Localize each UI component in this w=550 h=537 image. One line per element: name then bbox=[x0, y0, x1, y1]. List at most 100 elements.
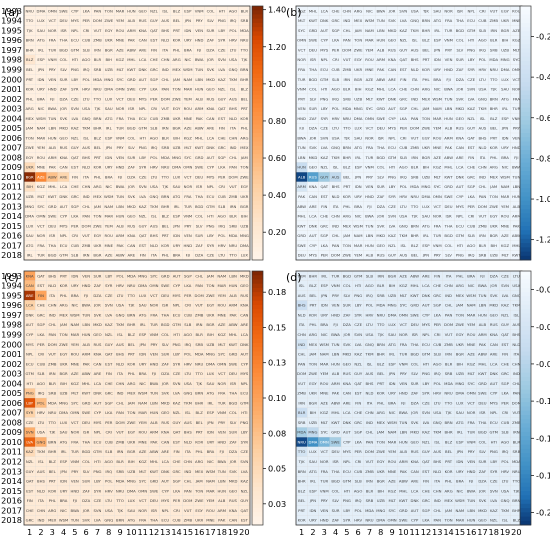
cell-label: DZA bbox=[206, 47, 215, 52]
cell-label: ECU bbox=[207, 194, 215, 199]
colorbar-segment bbox=[520, 133, 531, 138]
cell-label: GUY bbox=[105, 342, 114, 347]
cell-label: GTM bbox=[206, 204, 214, 209]
cell-label: NAM bbox=[138, 400, 147, 405]
cell-label: PAN bbox=[195, 283, 203, 288]
cell-label: ARG bbox=[127, 381, 135, 386]
cell-label: VNM bbox=[48, 57, 57, 62]
cell-label: MLT bbox=[139, 469, 147, 474]
cell-label: CRI bbox=[106, 430, 112, 435]
colorbar-segment bbox=[252, 158, 263, 164]
cell-label: ZMB bbox=[93, 38, 102, 43]
cell-label: POL bbox=[434, 381, 442, 386]
cell-label: ARG bbox=[444, 488, 452, 493]
cell-label: ISL bbox=[151, 214, 158, 219]
cell-label: JAM bbox=[489, 184, 497, 189]
col-tick-label: 7 bbox=[367, 527, 372, 537]
cell-label: MHL bbox=[444, 165, 453, 170]
cell-label: GEO bbox=[206, 87, 214, 92]
cell-label: BIH bbox=[241, 214, 248, 219]
cell-label: MAR bbox=[354, 243, 363, 248]
cell-label: EGY bbox=[354, 57, 362, 62]
cell-label: MKD bbox=[59, 126, 68, 131]
cell-label: SRB bbox=[116, 469, 124, 474]
cell-label: LKA bbox=[37, 332, 45, 337]
cell-label: SAU bbox=[139, 303, 147, 308]
cell-label: QAT bbox=[105, 352, 113, 357]
cell-label: ISR bbox=[128, 106, 135, 111]
cell-label: TUN bbox=[364, 223, 373, 228]
cell-label: PHL bbox=[162, 253, 170, 258]
cell-label: COL bbox=[60, 57, 69, 62]
cell-label: SLV bbox=[377, 174, 384, 179]
cell-label: NPL bbox=[139, 106, 147, 111]
cell-label: HTI bbox=[140, 135, 146, 140]
cell-label: RUS bbox=[60, 145, 68, 150]
cell-label: BHS bbox=[512, 332, 520, 337]
cell-label: LUX bbox=[26, 223, 34, 228]
cell-label: GEO bbox=[138, 8, 146, 13]
colorbar-segment bbox=[520, 251, 531, 257]
cell-label: MKD bbox=[127, 204, 136, 209]
cell-label: ESP bbox=[37, 57, 45, 62]
cell-label: SLV bbox=[332, 498, 339, 503]
cell-label: YEM bbox=[139, 420, 147, 425]
cell-label: BWA bbox=[82, 303, 91, 308]
cell-label: ITA bbox=[38, 498, 44, 503]
cell-label: KOR bbox=[309, 312, 317, 317]
cell-label: YEM bbox=[218, 293, 226, 298]
cell-label: IRQ bbox=[83, 67, 90, 72]
cell-label: LUX bbox=[173, 174, 181, 179]
cell-label: PER bbox=[105, 420, 113, 425]
cell-label: PNG bbox=[206, 223, 214, 228]
colorbar-segment bbox=[252, 73, 263, 79]
cell-label: BGD bbox=[478, 430, 486, 435]
cell-label: ATG bbox=[26, 243, 34, 248]
cell-label: SGP bbox=[37, 322, 45, 327]
cell-label: CUB bbox=[82, 38, 90, 43]
cell-label: DMA bbox=[37, 8, 46, 13]
cell-label: LVA bbox=[321, 145, 328, 150]
cell-label: AZE bbox=[105, 253, 113, 258]
cell-label: ISR bbox=[230, 381, 237, 386]
colorbar-segment bbox=[252, 44, 263, 49]
colorbar-segment bbox=[252, 65, 263, 70]
cell-label: AZE bbox=[139, 449, 147, 454]
cell-label: PRY bbox=[434, 253, 442, 258]
cell-label: ALB bbox=[400, 449, 408, 454]
cell-label: USA bbox=[332, 135, 340, 140]
cell-label: SUR bbox=[82, 479, 90, 484]
cell-label: NIC bbox=[105, 184, 112, 189]
cell-label: DNK bbox=[422, 293, 431, 298]
cell-label: SYC bbox=[139, 479, 147, 484]
cell-label: EST bbox=[422, 469, 430, 474]
cell-label: AGO bbox=[229, 8, 237, 13]
colorbar-segment bbox=[520, 326, 531, 331]
colorbar-segment bbox=[520, 82, 531, 87]
cell-label: HTI bbox=[27, 381, 33, 386]
cell-label: ISL bbox=[83, 135, 90, 140]
cell-label: GEO bbox=[59, 135, 67, 140]
cell-label: GUY bbox=[139, 223, 148, 228]
panel-label: (b) bbox=[286, 6, 302, 19]
cell-label: NIC bbox=[207, 459, 214, 464]
cell-label: TUR bbox=[149, 322, 158, 327]
cell-label: ISL bbox=[230, 87, 237, 92]
colorbar-segment bbox=[520, 469, 531, 475]
cell-label: MKD bbox=[229, 479, 238, 484]
cell-label: CAN bbox=[26, 283, 34, 288]
cell-label: NPL bbox=[94, 430, 102, 435]
cell-label: MDA bbox=[48, 400, 57, 405]
cell-label: MAR bbox=[116, 8, 125, 13]
cell-label: QAT bbox=[354, 381, 362, 386]
col-tick-label: 18 bbox=[489, 527, 499, 537]
cell-label: BGR bbox=[377, 479, 385, 484]
colorbar-tick-label: 0.13 bbox=[268, 358, 286, 368]
cell-label: GTM bbox=[490, 430, 498, 435]
cell-label: MNE bbox=[104, 243, 113, 248]
cell-label: QAT bbox=[422, 459, 430, 464]
cell-label: HUN bbox=[195, 87, 204, 92]
cell-label: IND bbox=[479, 174, 486, 179]
cell-label: CHL bbox=[184, 479, 193, 484]
cell-label: POL bbox=[218, 233, 226, 238]
